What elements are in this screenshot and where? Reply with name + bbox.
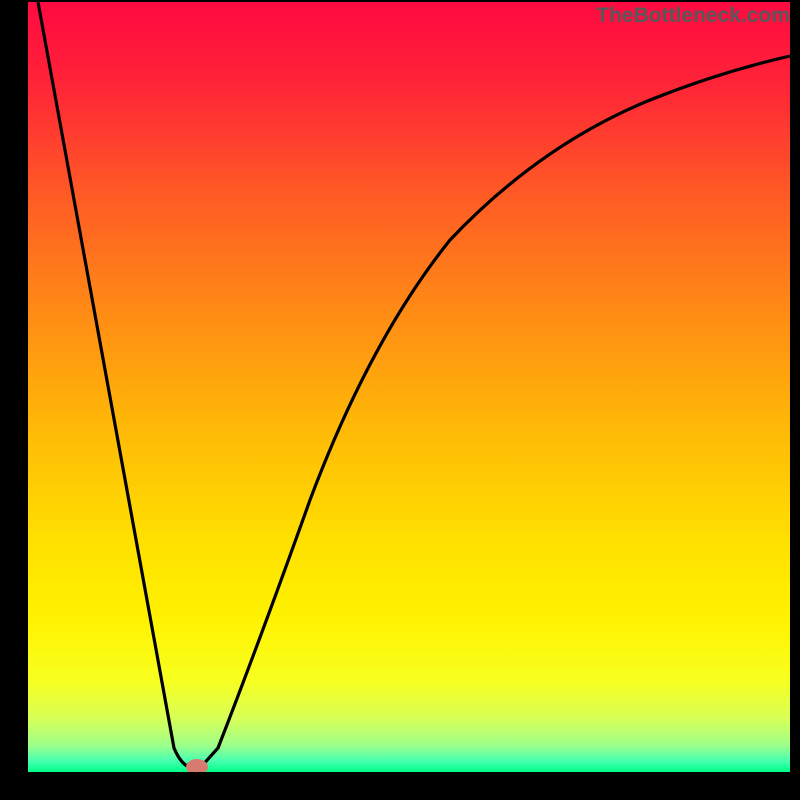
chart-svg — [0, 0, 800, 800]
bottleneck-chart: TheBottleneck.com — [0, 0, 800, 800]
watermark-text: TheBottleneck.com — [596, 4, 790, 28]
plot-background — [28, 2, 790, 772]
